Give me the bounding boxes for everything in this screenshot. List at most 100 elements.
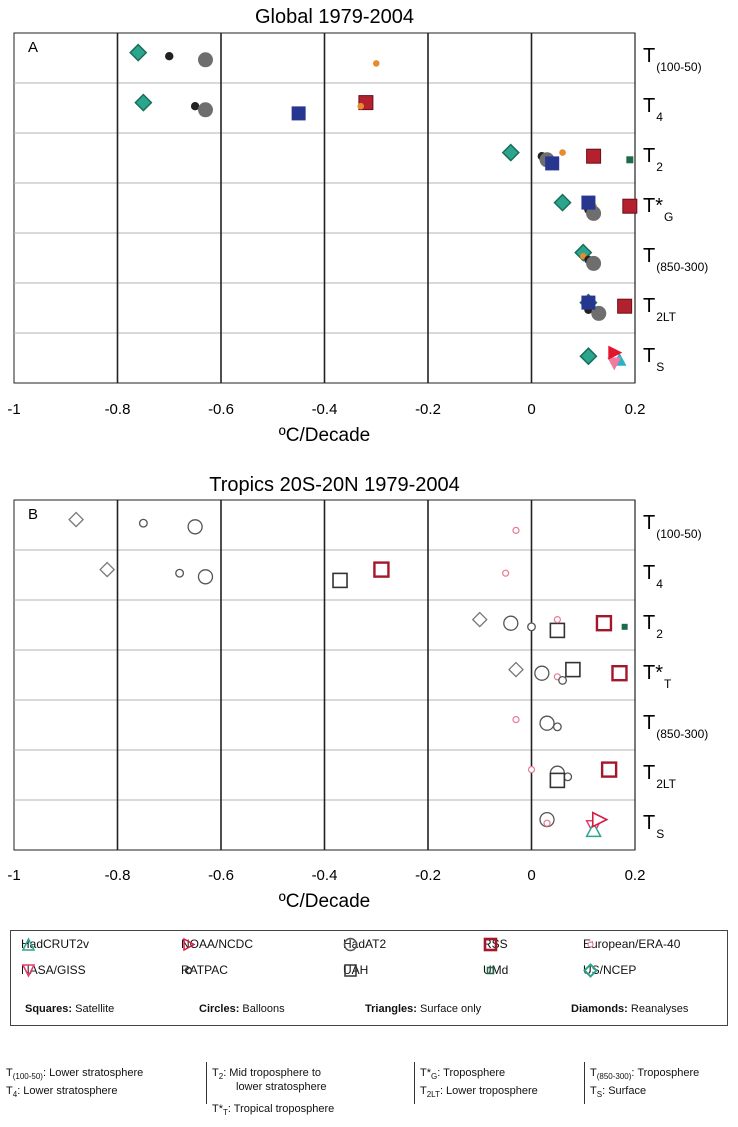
legend-item-us-ncep: US/NCEP <box>583 963 637 978</box>
x-tick-label: -0.8 <box>105 867 131 884</box>
marker-uah <box>549 622 566 639</box>
marker-ratpac <box>190 102 200 111</box>
marker-noaa-ncdc <box>591 811 609 828</box>
legend-category: Diamonds: Reanalyses <box>571 1003 689 1015</box>
marker-hadcrut2v <box>585 821 602 838</box>
x-tick-label: -0.4 <box>312 401 338 418</box>
x-tick-label: -0.8 <box>105 401 131 418</box>
legend-label: NASA/GISS <box>21 963 86 977</box>
level-label: TS <box>643 812 664 841</box>
marker-european-era-40 <box>559 149 566 156</box>
legend-item-rss: RSS <box>483 937 508 952</box>
divider <box>206 1062 207 1104</box>
marker-us-ncep <box>579 347 598 366</box>
x-axis-label: ºC/Decade <box>279 891 370 912</box>
x-tick-label: -1 <box>7 401 20 418</box>
marker-hadat2 <box>534 665 550 681</box>
note-t2lt: T2LT: Lower troposphere <box>420 1085 538 1100</box>
x-tick-label: 0 <box>527 867 535 884</box>
panel-label: A <box>28 39 38 56</box>
marker-hadat2 <box>591 305 607 321</box>
marker-european-era-40 <box>502 569 510 577</box>
legend-category: Circles: Balloons <box>199 1003 285 1015</box>
chart-title: Global 1979-2004 <box>255 6 414 28</box>
x-tick-label: -0.2 <box>415 401 441 418</box>
chart-title: Tropics 20S-20N 1979-2004 <box>209 474 460 496</box>
marker-uah <box>581 195 596 210</box>
marker-european-era-40 <box>372 60 380 67</box>
marker-rss <box>611 665 628 682</box>
legend-item-ratpac: RATPAC <box>181 963 228 977</box>
legend-symbol <box>343 937 358 952</box>
legend-symbol <box>486 966 495 975</box>
legend-label: European/ERA-40 <box>583 937 681 951</box>
legend-label: US/NCEP <box>583 963 637 977</box>
level-notes: T(100-50): Lower stratosphere T4: Lower … <box>0 1058 738 1124</box>
x-tick-label: -0.6 <box>208 867 234 884</box>
level-label: T4 <box>643 95 663 124</box>
marker-rss <box>622 198 638 214</box>
legend-item-noaa-ncdc: NOAA/NCDC <box>181 937 253 952</box>
marker-european-era-40 <box>553 615 561 624</box>
level-label: TS <box>643 345 664 374</box>
marker-hadat2 <box>197 569 214 585</box>
marker-us-ncep <box>501 143 520 162</box>
legend-item-european-era-40: European/ERA-40 <box>583 937 680 951</box>
marker-european-era-40 <box>512 526 520 535</box>
note-t2-cont: lower stratosphere <box>236 1081 327 1093</box>
marker-umd <box>621 623 628 630</box>
legend-symbol <box>184 966 193 975</box>
marker-rss <box>617 298 633 314</box>
level-label: T*G <box>643 195 673 224</box>
note-t2: T2: Mid troposphere to <box>212 1067 322 1082</box>
marker-us-ncep <box>471 611 488 628</box>
legend-symbol <box>183 937 196 952</box>
marker-ratpac <box>138 518 148 528</box>
marker-rss <box>595 615 613 632</box>
marker-european-era-40 <box>512 715 520 724</box>
note-t4: T4: Lower stratosphere <box>6 1085 118 1100</box>
legend-label: HadAT2 <box>343 937 387 951</box>
x-tick-label: -0.4 <box>312 867 338 884</box>
x-tick-label: 0.2 <box>625 401 646 418</box>
marker-us-ncep <box>553 193 572 212</box>
marker-us-ncep <box>508 661 524 678</box>
legend: HadCRUT2v NOAA/NCDC HadAT2 RSS European/ERA-… <box>10 930 728 1026</box>
marker-nasa-giss <box>607 357 622 371</box>
level-label: T(100-50) <box>643 45 702 74</box>
marker-rss <box>600 761 618 778</box>
x-axis-label: ºC/Decade <box>279 425 370 446</box>
legend-symbol <box>583 963 598 978</box>
legend-symbol <box>21 964 36 978</box>
divider <box>584 1062 585 1104</box>
x-tick-label: 0 <box>527 401 535 418</box>
marker-hadat2 <box>586 205 602 221</box>
legend-label: HadCRUT2v <box>21 937 90 951</box>
level-label: T2LT <box>643 762 677 791</box>
marker-hadat2 <box>197 102 213 118</box>
legend-symbol <box>483 937 498 952</box>
divider <box>414 1062 415 1104</box>
marker-us-ncep <box>99 561 116 578</box>
marker-rss <box>373 561 390 578</box>
chart-canvas: Global 1979-2004 A -1 -0.8 -0.6 -0.4 -0.2 0 0.2 º… <box>7 6 708 912</box>
marker-noaa-ncdc <box>608 345 623 360</box>
legend-category: Squares: Satellite <box>25 1003 115 1015</box>
note-tstar-g: T*G: Troposphere <box>420 1067 506 1082</box>
marker-uah <box>545 156 560 171</box>
marker-ratpac <box>165 52 174 61</box>
marker-european-era-40 <box>543 819 551 827</box>
note-ts: TS: Surface <box>590 1085 647 1100</box>
marker-european-era-40 <box>357 102 365 110</box>
legend-item-umd: UMd <box>483 963 508 977</box>
marker-ratpac <box>552 722 562 732</box>
note-t850-300: T(850-300): Troposphere <box>590 1067 700 1082</box>
level-label: T(100-50) <box>643 512 702 541</box>
marker-us-ncep <box>129 43 148 62</box>
legend-item-uah: UAH <box>343 963 368 977</box>
marker-us-ncep <box>68 511 85 528</box>
marker-uah <box>581 295 596 310</box>
marker-ratpac <box>175 568 185 578</box>
x-tick-label: 0.2 <box>625 867 646 884</box>
level-label: T4 <box>643 562 663 591</box>
